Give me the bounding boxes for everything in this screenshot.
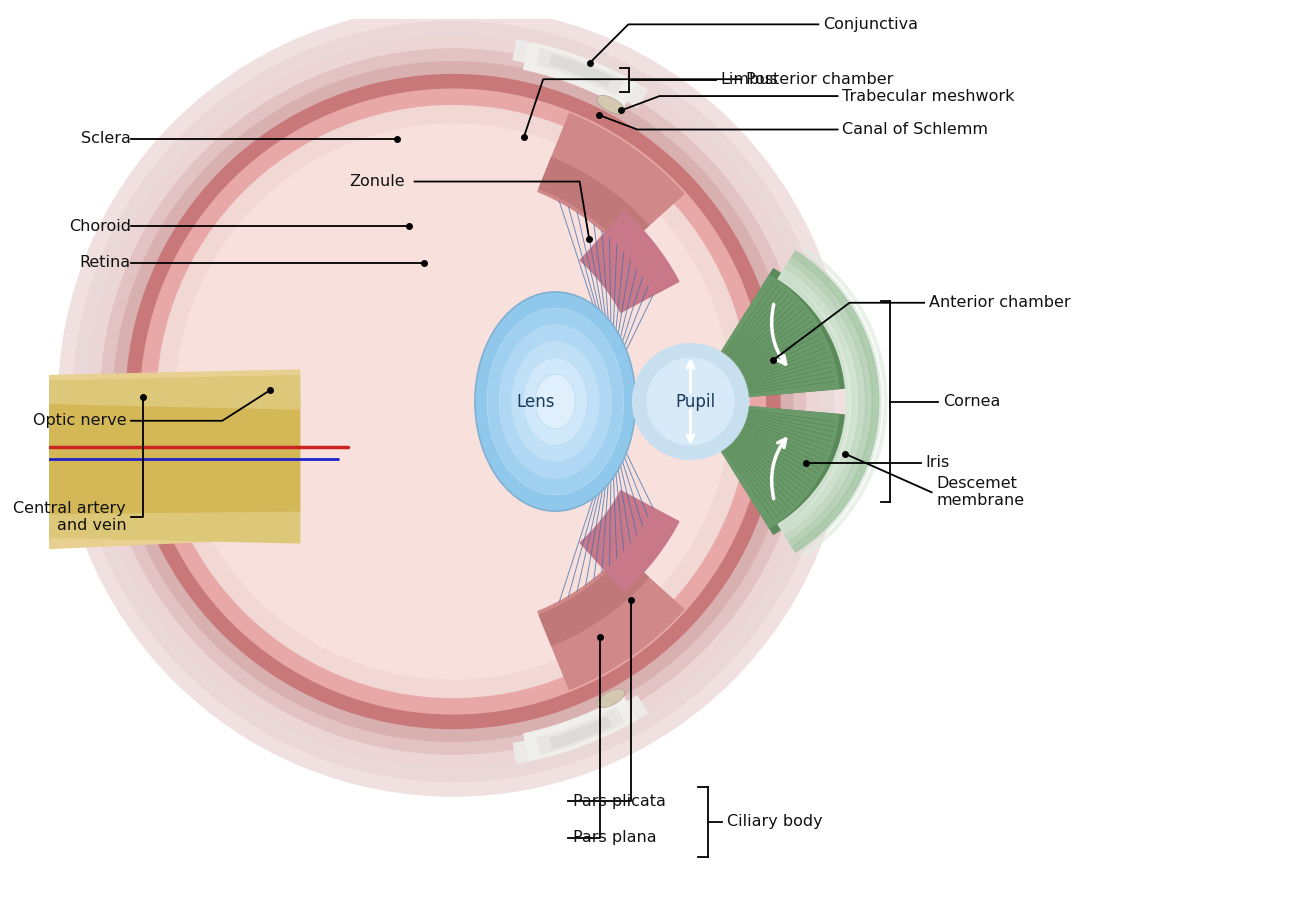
Text: Trabecular meshwork: Trabecular meshwork (843, 89, 1015, 103)
Polygon shape (785, 262, 865, 541)
Ellipse shape (597, 689, 625, 708)
Circle shape (59, 7, 848, 797)
Polygon shape (539, 556, 649, 646)
Polygon shape (538, 114, 684, 250)
Text: Anterior chamber: Anterior chamber (929, 295, 1071, 310)
Text: Limbus: Limbus (721, 72, 779, 87)
Polygon shape (720, 407, 847, 534)
Text: Lens: Lens (517, 392, 556, 410)
Text: Descemet
membrane: Descemet membrane (936, 476, 1025, 508)
Polygon shape (549, 717, 611, 749)
Text: Posterior chamber: Posterior chamber (746, 72, 894, 87)
Polygon shape (50, 370, 300, 549)
Polygon shape (50, 375, 300, 409)
Polygon shape (720, 269, 847, 397)
Text: Ciliary body: Ciliary body (728, 814, 822, 829)
Polygon shape (50, 398, 300, 521)
Ellipse shape (475, 292, 636, 511)
Polygon shape (50, 512, 300, 543)
Text: Cornea: Cornea (943, 394, 1000, 409)
Polygon shape (523, 42, 637, 107)
Polygon shape (523, 696, 637, 761)
Polygon shape (581, 490, 679, 592)
Ellipse shape (597, 95, 625, 114)
Polygon shape (549, 55, 611, 86)
Polygon shape (779, 273, 852, 530)
Text: Conjunctiva: Conjunctiva (823, 17, 918, 31)
Text: Sclera: Sclera (81, 131, 131, 146)
Polygon shape (722, 276, 839, 396)
Text: Iris: Iris (926, 455, 950, 471)
Polygon shape (538, 553, 684, 690)
Polygon shape (722, 407, 839, 528)
Circle shape (140, 89, 766, 714)
Text: Pars plana: Pars plana (573, 830, 657, 845)
Circle shape (648, 358, 734, 445)
Ellipse shape (499, 325, 612, 479)
Ellipse shape (486, 308, 624, 495)
Circle shape (73, 22, 832, 781)
Circle shape (88, 36, 818, 767)
Text: Retina: Retina (80, 255, 131, 270)
Ellipse shape (523, 357, 587, 445)
Polygon shape (581, 212, 679, 313)
Text: Pupil: Pupil (675, 392, 716, 410)
Text: Zonule: Zonule (349, 174, 405, 189)
Text: Choroid: Choroid (69, 219, 131, 233)
Polygon shape (539, 158, 649, 248)
Polygon shape (792, 251, 878, 552)
Polygon shape (514, 40, 648, 107)
Circle shape (633, 344, 749, 460)
Circle shape (113, 62, 793, 741)
Circle shape (176, 124, 730, 679)
Circle shape (126, 75, 780, 728)
Ellipse shape (535, 374, 576, 429)
Polygon shape (789, 257, 872, 547)
Polygon shape (538, 708, 624, 754)
Polygon shape (538, 48, 624, 95)
Text: Central artery
and vein: Central artery and vein (13, 501, 126, 533)
Polygon shape (781, 268, 859, 535)
Polygon shape (514, 696, 648, 763)
Circle shape (101, 49, 805, 754)
Text: Pars plicata: Pars plicata (573, 794, 666, 808)
Ellipse shape (511, 341, 599, 462)
Text: Optic nerve: Optic nerve (33, 413, 126, 428)
Text: Canal of Schlemm: Canal of Schlemm (843, 122, 988, 137)
Circle shape (157, 106, 749, 698)
